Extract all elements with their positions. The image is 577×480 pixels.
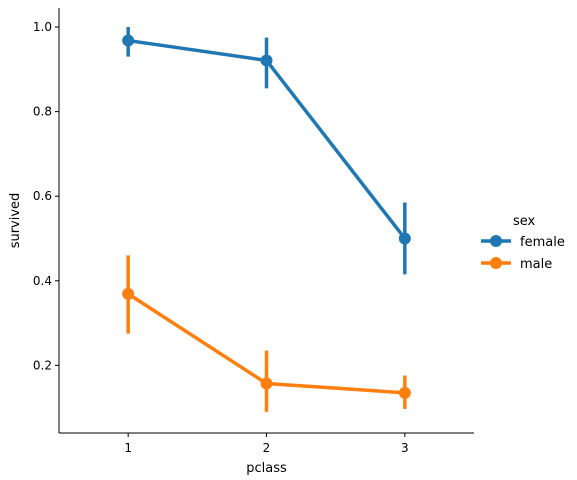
y-tick-label: 0.4 [33, 274, 52, 288]
y-axis-ticks: 0.2 0.4 0.6 0.8 1.0 [33, 20, 59, 372]
legend: sex female male [481, 214, 565, 272]
x-axis-ticks: 1 2 3 [124, 433, 409, 455]
legend-title: sex [513, 214, 536, 229]
x-tick-label: 3 [401, 441, 409, 455]
data-point [122, 34, 135, 47]
y-axis-label: survived [8, 193, 23, 249]
legend-swatch-marker [490, 257, 502, 269]
x-tick-label: 1 [124, 441, 132, 455]
y-tick-label: 1.0 [33, 20, 52, 34]
data-point [398, 386, 411, 399]
legend-swatch-marker [490, 235, 502, 247]
data-point [398, 232, 411, 245]
series-male [122, 255, 411, 412]
x-tick-label: 2 [263, 441, 271, 455]
legend-label: male [520, 257, 552, 272]
data-point [260, 54, 273, 67]
y-tick-label: 0.8 [33, 105, 52, 119]
legend-item-female: female [481, 235, 565, 250]
data-point [260, 377, 273, 390]
y-tick-label: 0.2 [33, 358, 52, 372]
y-tick-label: 0.6 [33, 189, 52, 203]
x-axis-label: pclass [246, 461, 287, 476]
legend-label: female [520, 235, 565, 250]
series-female [122, 27, 411, 275]
data-point [122, 287, 135, 300]
series-layer [122, 27, 411, 412]
legend-item-male: male [481, 257, 552, 272]
